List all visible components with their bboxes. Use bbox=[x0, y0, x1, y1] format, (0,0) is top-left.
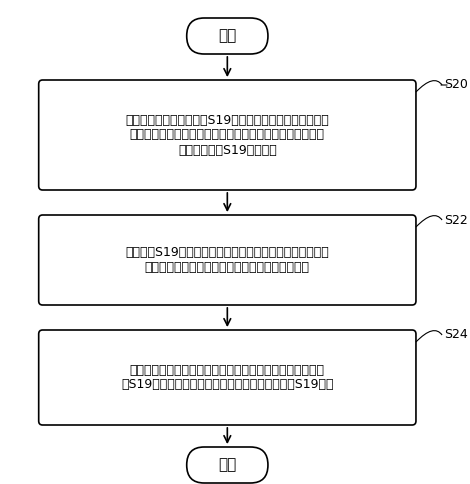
FancyBboxPatch shape bbox=[39, 215, 416, 305]
Text: 解析第二S19文件，对待标定的汽车电子控制单元进行在线
标定处理，获得经过在线标定处理的标定参数值；: 解析第二S19文件，对待标定的汽车电子控制单元进行在线 标定处理，获得经过在线标… bbox=[125, 246, 329, 274]
Text: 开始: 开始 bbox=[218, 29, 236, 44]
Text: S22: S22 bbox=[444, 213, 468, 227]
FancyBboxPatch shape bbox=[187, 18, 268, 54]
Text: 将经过在线标定处理的各标定参数值替换第一存储器中的当
前S19文件中的各标定参数的初始值，修改该当前S19文件: 将经过在线标定处理的各标定参数值替换第一存储器中的当 前S19文件中的各标定参数… bbox=[121, 363, 334, 392]
FancyBboxPatch shape bbox=[39, 330, 416, 425]
FancyBboxPatch shape bbox=[39, 80, 416, 190]
Text: 读取第一存储器中的当前S19文件，将其中隐性存储的各标
定参数对应的第二存储器的存储地址和初始值，以显性的方
式写入一第二S19文件中；: 读取第一存储器中的当前S19文件，将其中隐性存储的各标 定参数对应的第二存储器的… bbox=[125, 114, 329, 156]
Text: 结束: 结束 bbox=[218, 457, 236, 472]
Text: S20: S20 bbox=[444, 78, 468, 91]
Text: S24: S24 bbox=[444, 329, 468, 342]
FancyBboxPatch shape bbox=[187, 447, 268, 483]
